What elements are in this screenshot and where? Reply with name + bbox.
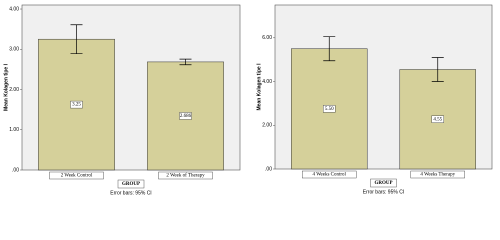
y-tick-label: .00 <box>265 166 272 172</box>
y-tick-label: 3.00 <box>9 47 19 53</box>
y-axis-label: Mean Kolagen tipe I <box>256 63 262 111</box>
x-axis-label: GROUP <box>374 181 392 186</box>
value-label-box <box>179 112 192 120</box>
x-tick-label: 4 Weeks Therapy <box>420 173 455 178</box>
error-bar <box>179 58 192 66</box>
y-axis-label: Mean Kolagen tipe I <box>3 63 9 111</box>
y-tick-label: 2.00 <box>262 123 272 129</box>
error-bar <box>431 57 444 82</box>
x-tick-label: 2 Week of Therapy <box>166 174 205 179</box>
note: Error bars: 95% CI <box>363 189 404 195</box>
y-tick-label: 6.00 <box>262 35 272 41</box>
error-bar <box>323 36 336 62</box>
note: Error bars: 95% CI <box>110 190 151 196</box>
category-box <box>302 170 357 179</box>
value-label: 4.55 <box>433 117 442 122</box>
value-label: 3.25 <box>72 103 81 108</box>
error-bar <box>70 24 83 55</box>
category-box <box>158 171 213 180</box>
category-box <box>49 171 104 180</box>
value-label: 5.50 <box>325 107 334 112</box>
y-tick-label: .00 <box>12 167 19 173</box>
x-axis-label-box <box>370 178 397 188</box>
y-tick-label: 1.00 <box>9 127 19 133</box>
y-tick-label: 4.00 <box>9 6 19 12</box>
category-box <box>410 170 465 179</box>
x-axis-label-box <box>117 179 145 189</box>
value-label: 2.686 <box>180 114 192 119</box>
value-label-box <box>431 115 444 123</box>
value-label-box <box>70 100 83 109</box>
x-tick-label: 2 Week Control <box>61 174 93 179</box>
x-tick-label: 4 Weeks Control <box>313 173 347 178</box>
value-label-box <box>323 105 336 113</box>
y-tick-label: 2.00 <box>9 87 19 93</box>
y-tick-label: 4.00 <box>262 79 272 85</box>
x-axis-label: GROUP <box>122 182 140 187</box>
